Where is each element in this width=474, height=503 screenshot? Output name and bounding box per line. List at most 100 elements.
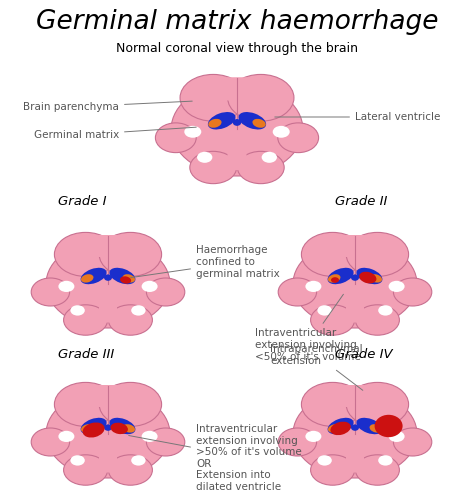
- Ellipse shape: [370, 424, 382, 433]
- Ellipse shape: [301, 382, 364, 427]
- Ellipse shape: [99, 232, 162, 277]
- Ellipse shape: [99, 382, 162, 427]
- Text: Grade I: Grade I: [58, 195, 107, 208]
- Ellipse shape: [310, 455, 355, 485]
- Ellipse shape: [104, 425, 112, 431]
- Text: Brain parenchyma: Brain parenchyma: [23, 101, 192, 112]
- Ellipse shape: [356, 418, 383, 434]
- Ellipse shape: [58, 281, 74, 292]
- Ellipse shape: [142, 431, 157, 442]
- Ellipse shape: [356, 455, 400, 485]
- Ellipse shape: [346, 232, 409, 277]
- Ellipse shape: [64, 305, 108, 335]
- FancyBboxPatch shape: [97, 235, 118, 257]
- Ellipse shape: [330, 422, 351, 435]
- Ellipse shape: [351, 275, 359, 281]
- Ellipse shape: [262, 152, 277, 163]
- Text: Germinal matrix: Germinal matrix: [34, 127, 196, 140]
- Ellipse shape: [370, 274, 382, 283]
- Ellipse shape: [104, 275, 112, 281]
- Ellipse shape: [55, 382, 117, 427]
- Ellipse shape: [293, 390, 417, 478]
- Ellipse shape: [81, 274, 93, 283]
- Ellipse shape: [197, 152, 212, 163]
- Ellipse shape: [120, 276, 131, 284]
- Text: Intraventricular
extension involving
<50% of it's volume: Intraventricular extension involving <50…: [255, 294, 361, 362]
- Ellipse shape: [190, 151, 237, 184]
- Ellipse shape: [356, 268, 383, 284]
- Ellipse shape: [81, 268, 107, 284]
- Ellipse shape: [378, 455, 392, 466]
- Ellipse shape: [82, 423, 105, 438]
- FancyBboxPatch shape: [99, 305, 117, 322]
- Ellipse shape: [389, 281, 405, 292]
- Ellipse shape: [64, 455, 108, 485]
- Ellipse shape: [374, 415, 402, 437]
- Ellipse shape: [278, 123, 319, 152]
- Ellipse shape: [331, 277, 339, 283]
- Ellipse shape: [109, 305, 153, 335]
- Ellipse shape: [305, 281, 321, 292]
- Ellipse shape: [389, 431, 405, 442]
- Ellipse shape: [109, 455, 153, 485]
- Ellipse shape: [146, 428, 185, 456]
- Text: Intraparenchymal
extension: Intraparenchymal extension: [270, 344, 363, 390]
- Ellipse shape: [55, 232, 117, 277]
- Ellipse shape: [110, 423, 128, 434]
- Ellipse shape: [237, 151, 284, 184]
- Ellipse shape: [301, 232, 364, 277]
- Text: Normal coronal view through the brain: Normal coronal view through the brain: [116, 42, 358, 54]
- Ellipse shape: [310, 305, 355, 335]
- FancyBboxPatch shape: [345, 235, 365, 257]
- Ellipse shape: [328, 274, 340, 283]
- Ellipse shape: [208, 119, 221, 128]
- Ellipse shape: [46, 390, 170, 478]
- Ellipse shape: [71, 455, 85, 466]
- Ellipse shape: [359, 272, 376, 284]
- Ellipse shape: [393, 428, 432, 456]
- FancyBboxPatch shape: [228, 151, 246, 170]
- Ellipse shape: [109, 268, 136, 284]
- Ellipse shape: [184, 126, 201, 138]
- Ellipse shape: [123, 424, 135, 433]
- Ellipse shape: [31, 428, 70, 456]
- Ellipse shape: [318, 455, 332, 466]
- Ellipse shape: [378, 305, 392, 315]
- Ellipse shape: [393, 278, 432, 306]
- Ellipse shape: [180, 74, 246, 121]
- FancyBboxPatch shape: [346, 455, 364, 473]
- Text: Grade III: Grade III: [58, 348, 114, 361]
- FancyBboxPatch shape: [345, 385, 365, 407]
- FancyBboxPatch shape: [99, 455, 117, 473]
- Ellipse shape: [328, 268, 354, 284]
- Ellipse shape: [253, 119, 266, 128]
- Text: Grade II: Grade II: [335, 195, 387, 208]
- Text: Haemorrhage
confined to
germinal matrix: Haemorrhage confined to germinal matrix: [131, 245, 280, 279]
- Ellipse shape: [351, 425, 359, 431]
- Ellipse shape: [208, 112, 236, 129]
- Ellipse shape: [131, 455, 146, 466]
- Ellipse shape: [131, 305, 146, 315]
- Ellipse shape: [81, 418, 107, 434]
- Ellipse shape: [146, 278, 185, 306]
- Ellipse shape: [142, 281, 157, 292]
- Ellipse shape: [356, 305, 400, 335]
- Ellipse shape: [58, 431, 74, 442]
- Text: Intraventricular
extension involving
>50% of it's volume
OR
Extension into
dilat: Intraventricular extension involving >50…: [129, 424, 302, 492]
- Ellipse shape: [293, 240, 417, 328]
- Ellipse shape: [273, 126, 290, 138]
- Ellipse shape: [328, 424, 340, 433]
- Ellipse shape: [278, 278, 317, 306]
- Ellipse shape: [109, 418, 136, 434]
- Ellipse shape: [318, 305, 332, 315]
- Ellipse shape: [155, 123, 196, 152]
- Ellipse shape: [71, 305, 85, 315]
- Text: Germinal matrix haemorrhage: Germinal matrix haemorrhage: [36, 9, 438, 35]
- FancyBboxPatch shape: [346, 305, 364, 322]
- Ellipse shape: [238, 112, 266, 129]
- FancyBboxPatch shape: [97, 385, 118, 407]
- Ellipse shape: [228, 74, 294, 121]
- Ellipse shape: [123, 274, 135, 283]
- Ellipse shape: [305, 431, 321, 442]
- Text: Lateral ventricle: Lateral ventricle: [275, 112, 440, 122]
